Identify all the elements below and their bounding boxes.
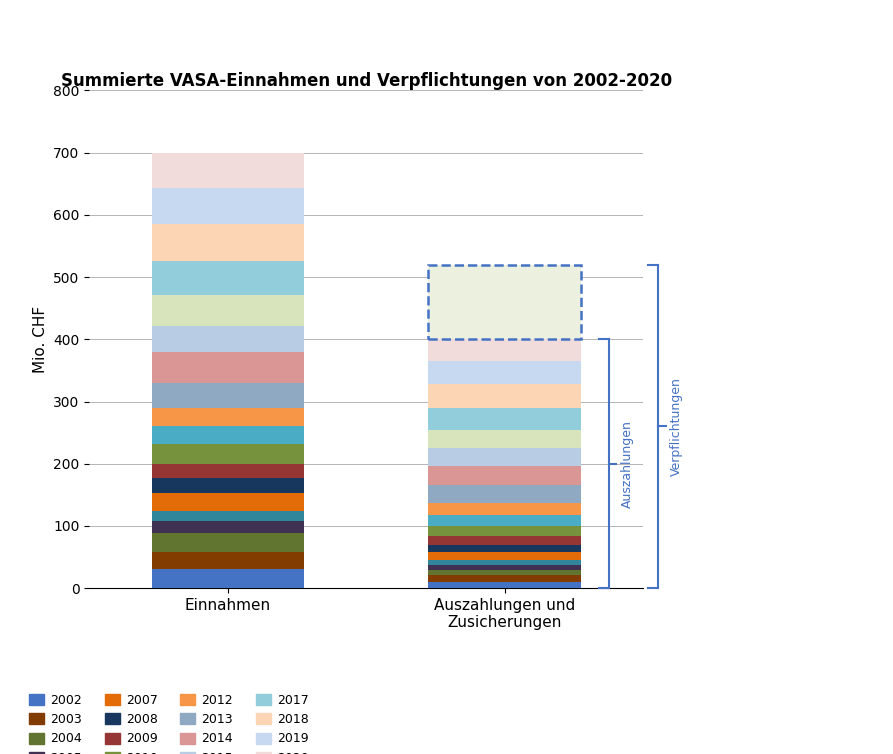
- Bar: [429, 515, 580, 526]
- Bar: [429, 448, 580, 465]
- Bar: [429, 408, 580, 430]
- Bar: [429, 339, 580, 361]
- Bar: [429, 545, 580, 552]
- Bar: [152, 533, 304, 553]
- Bar: [429, 535, 580, 545]
- Bar: [429, 430, 580, 448]
- Text: Auszahlungen: Auszahlungen: [621, 420, 634, 507]
- Bar: [429, 526, 580, 535]
- Bar: [152, 426, 304, 445]
- Bar: [429, 552, 580, 559]
- Bar: [152, 408, 304, 426]
- Bar: [429, 503, 580, 515]
- Text: Verpflichtungen: Verpflichtungen: [670, 377, 683, 476]
- Bar: [152, 223, 304, 261]
- Bar: [152, 510, 304, 521]
- Bar: [152, 521, 304, 533]
- Bar: [429, 559, 580, 565]
- Bar: [152, 464, 304, 478]
- Legend: 2002, 2003, 2004, 2005, 2006, 2007, 2008, 2009, 2010, 2011, 2012, 2013, 2014, 20: 2002, 2003, 2004, 2005, 2006, 2007, 2008…: [29, 694, 371, 754]
- Bar: [429, 565, 580, 569]
- Bar: [152, 569, 304, 588]
- Bar: [429, 575, 580, 582]
- Bar: [152, 188, 304, 223]
- Bar: [152, 352, 304, 383]
- Bar: [429, 385, 580, 408]
- Bar: [152, 326, 304, 352]
- Bar: [152, 383, 304, 408]
- Bar: [429, 465, 580, 486]
- Bar: [429, 265, 580, 339]
- Bar: [152, 295, 304, 326]
- Bar: [152, 153, 304, 188]
- Bar: [152, 492, 304, 510]
- Bar: [152, 445, 304, 464]
- Bar: [152, 261, 304, 295]
- Title: Summierte VASA-Einnahmen und Verpflichtungen von 2002-2020: Summierte VASA-Einnahmen und Verpflichtu…: [61, 72, 672, 90]
- Bar: [429, 265, 580, 339]
- Y-axis label: Mio. CHF: Mio. CHF: [33, 305, 47, 373]
- Bar: [429, 569, 580, 575]
- Bar: [429, 361, 580, 385]
- Bar: [429, 486, 580, 503]
- Bar: [152, 478, 304, 492]
- Bar: [429, 582, 580, 588]
- Bar: [152, 553, 304, 569]
